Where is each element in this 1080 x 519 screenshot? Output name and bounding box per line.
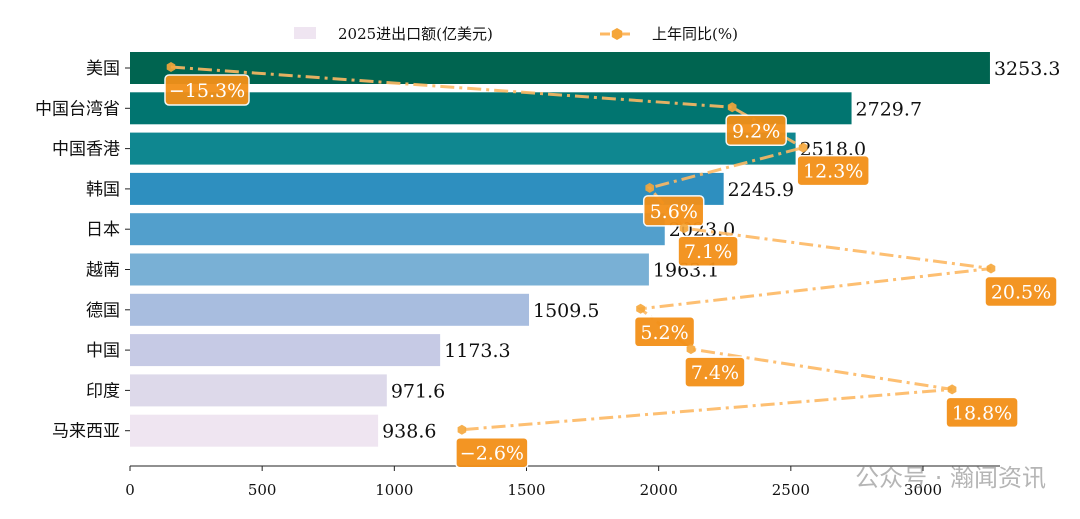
x-tick-label: 1000 [375,481,413,499]
bar-5 [130,253,649,286]
yoy-marker [947,384,957,395]
bar-3 [130,172,724,205]
yoy-label-box [164,74,250,106]
yoy-label: −15.3% [169,80,245,102]
yoy-label-box [633,316,696,348]
bar-7 [130,334,441,367]
bar-8 [130,374,387,407]
yoy-label-box [725,114,787,147]
yoy-label-box [677,235,739,267]
category-label: 马来西亚 [52,422,120,442]
category-label: 美国 [86,59,120,79]
category-label: 日本 [86,220,120,240]
yoy-marker [457,424,467,435]
bar-9 [130,414,379,447]
yoy-label: 9.2% [732,120,780,142]
bar-value-label: 1173.3 [444,340,510,362]
x-tick-label: 500 [248,481,277,499]
legend-line-label: 上年同比(%) [652,25,738,43]
watermark: 公众号 · 瀚闻资讯 [855,464,1046,492]
category-label: 中国香港 [52,140,120,160]
yoy-label-box [945,396,1019,429]
yoy-label-box [984,275,1058,308]
bar-value-label: 1509.5 [533,300,599,322]
yoy-label: 5.2% [640,322,688,344]
x-tick-label: 0 [125,481,135,499]
bar-0 [130,52,990,84]
bar-6 [130,293,530,326]
yoy-label-box [455,436,529,469]
yoy-label: 5.6% [650,201,698,223]
legend-line-marker [611,28,623,40]
category-label: 越南 [86,261,120,281]
yoy-label-box [684,356,746,388]
yoy-marker [686,344,696,355]
bar-value-label: 938.6 [382,421,436,443]
bar-value-label: 2245.9 [728,179,794,201]
yoy-marker [679,223,689,234]
yoy-label: 18.8% [952,402,1012,424]
yoy-marker [636,303,645,314]
legend-bar-label: 2025进出口额(亿美元) [338,25,493,43]
yoy-label-box [642,195,705,227]
yoy-label: 12.3% [803,161,863,183]
category-label: 中国台湾省 [35,99,120,119]
legend-bar-swatch [294,27,316,39]
yoy-label: −2.6% [460,443,524,465]
yoy-label: 7.1% [684,241,732,263]
yoy-marker [986,263,996,274]
yoy-marker [166,62,176,72]
x-tick-label: 2000 [640,481,678,499]
yoy-marker [798,142,808,153]
category-label: 印度 [86,381,120,401]
category-label: 中国 [86,341,120,361]
yoy-label: 20.5% [991,282,1051,304]
yoy-label-box [796,154,870,187]
bar-value-label: 2729.7 [856,98,922,120]
yoy-marker [727,102,737,113]
bar-4 [130,213,665,246]
bar-value-label: 971.6 [391,380,445,402]
bar-value-label: 3253.3 [994,58,1060,80]
category-label: 韩国 [86,180,120,200]
x-tick-label: 2500 [772,481,810,499]
yoy-marker [645,182,654,193]
category-label: 德国 [86,301,120,321]
x-tick-label: 1500 [507,481,545,499]
x-tick-label: 3000 [904,481,942,499]
yoy-label: 7.4% [691,362,739,384]
bar-2 [130,132,796,165]
